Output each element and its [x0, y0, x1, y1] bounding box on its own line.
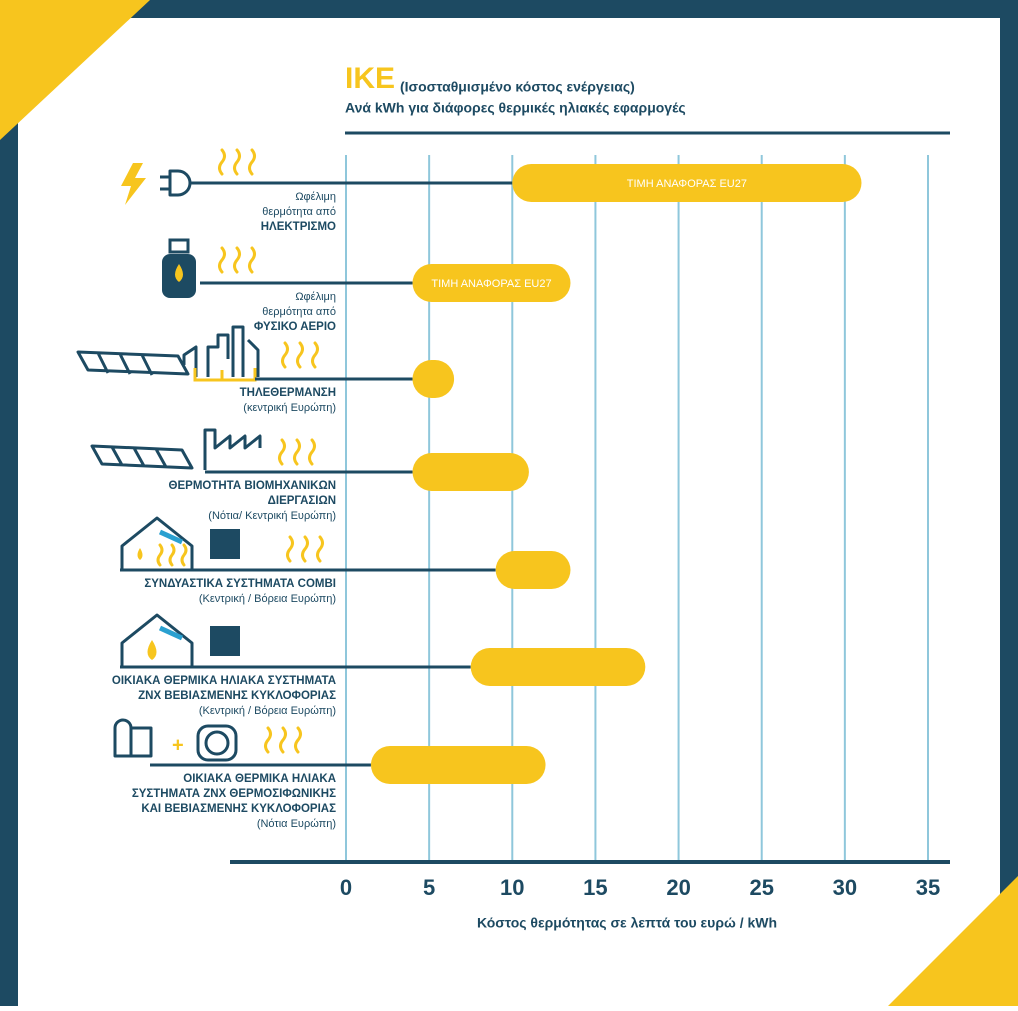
icon-heat: [286, 535, 324, 563]
category-label: ΖΝΧ ΒΕΒΙΑΣΜΕΝΗΣ ΚΥΚΛΟΦΟΡΙΑΣ: [138, 690, 336, 702]
category-label: Ωφέλιμη: [295, 291, 336, 303]
category-label: (κεντρική Ευρώπη): [243, 402, 336, 414]
icon-tank-roll: [113, 718, 153, 758]
category-label: (Νότια/ Κεντρική Ευρώπη): [208, 510, 336, 522]
icon-drop: [175, 264, 183, 282]
category-label: θερμότητα από: [262, 206, 336, 218]
icon-pipe: [193, 368, 257, 382]
category-label: ΘΕΡΜΟΤΗΤΑ ΒΙΟΜΗΧΑΝΙΚΩΝ: [169, 480, 336, 492]
bar-label: ΤΙΜΗ ΑΝΑΦΟΡΑΣ EU27: [431, 278, 551, 290]
category-label: ΣΥΝΔΥΑΣΤΙΚΑ ΣΥΣΤΗΜΑΤΑ COMBI: [144, 578, 336, 590]
bar: [412, 360, 455, 398]
category-label: Ωφέλιμη: [295, 191, 336, 203]
icon-drop: [137, 548, 143, 560]
bar: [512, 164, 862, 202]
category-label: ΤΗΛΕΘΕΡΜΑΝΣΗ: [240, 387, 336, 399]
icon-solar-panel: [76, 350, 190, 376]
icon-factory: [203, 428, 262, 470]
frame: [0, 0, 1018, 18]
icon-solar-panel: [90, 444, 194, 470]
title-note: (Ισοσταθμισμένο κόστος ενέργειας): [400, 79, 635, 95]
category-label: (Κεντρική / Βόρεια Ευρώπη): [199, 593, 336, 605]
icon-plus: +: [172, 734, 184, 756]
x-tick-label: 10: [500, 875, 524, 900]
icon-tank: [210, 529, 240, 559]
icon-collector: [158, 529, 184, 545]
icon-plant: [182, 325, 260, 377]
x-tick-label: 15: [583, 875, 607, 900]
bar-label: ΤΙΜΗ ΑΝΑΦΟΡΑΣ EU27: [627, 178, 747, 190]
x-axis-label: Κόστος θερμότητας σε λεπτά του ευρώ / kW…: [477, 915, 777, 931]
category-label: (Κεντρική / Βόρεια Ευρώπη): [199, 705, 336, 717]
category-label: (Νότια Ευρώπη): [257, 818, 336, 830]
icon-tank: [210, 626, 240, 656]
corner-triangle: [888, 876, 1018, 1006]
category-label: ΚΑΙ ΒΕΒΙΑΣΜΕΝΗΣ ΚΥΚΛΟΦΟΡΙΑΣ: [141, 803, 336, 815]
icon-drop: [147, 640, 157, 660]
frame: [0, 0, 18, 1006]
icon-heat: [278, 438, 316, 466]
icon-heat: [264, 726, 302, 754]
icon-collector: [158, 625, 184, 641]
icon-pump: [196, 724, 238, 762]
icon-gas-valve: [168, 238, 190, 254]
category-label: ΣΥΣΤΗΜΑΤΑ ΖΝΧ ΘΕΡΜΟΣΙΦΩΝΙΚΗΣ: [132, 788, 336, 800]
x-tick-label: 0: [340, 875, 352, 900]
icon-heat: [156, 543, 188, 567]
subtitle: Ανά kWh για διάφορες θερμικές ηλιακές εφ…: [345, 100, 686, 116]
x-tick-label: 20: [666, 875, 690, 900]
icons: +: [76, 148, 324, 762]
icon-heat: [281, 341, 319, 369]
bar: [495, 551, 571, 589]
chart-title: ΙΚΕ: [345, 62, 395, 95]
icon-heat: [218, 148, 256, 176]
x-tick-label: 5: [423, 875, 435, 900]
x-tick-label: 35: [916, 875, 940, 900]
icon-plug: [160, 169, 195, 197]
category-label: ΗΛΕΚΤΡΙΣΜΟ: [261, 221, 336, 233]
icon-house: [120, 516, 194, 570]
frame: [1000, 0, 1018, 1006]
icon-house: [120, 613, 194, 667]
category-label: ΔΙΕΡΓΑΣΙΩΝ: [268, 495, 336, 507]
icon-lightning: [121, 163, 146, 205]
x-tick-label: 25: [749, 875, 773, 900]
category-label: θερμότητα από: [262, 306, 336, 318]
x-tick-label: 30: [833, 875, 857, 900]
bar: [470, 648, 646, 686]
bar: [412, 453, 529, 491]
category-label: ΟΙΚΙΑΚΑ ΘΕΡΜΙΚΑ ΗΛΙΑΚΑ ΣΥΣΤΗΜΑΤΑ: [112, 675, 336, 687]
category-label: ΟΙΚΙΑΚΑ ΘΕΡΜΙΚΑ ΗΛΙΑΚΑ: [183, 773, 336, 785]
icon-heat: [218, 246, 256, 274]
bar: [412, 264, 571, 302]
category-label: ΦΥΣΙΚΟ ΑΕΡΙΟ: [254, 321, 336, 333]
icon-fan: [204, 730, 230, 756]
bar: [370, 746, 546, 784]
corner-triangle: [0, 0, 150, 140]
